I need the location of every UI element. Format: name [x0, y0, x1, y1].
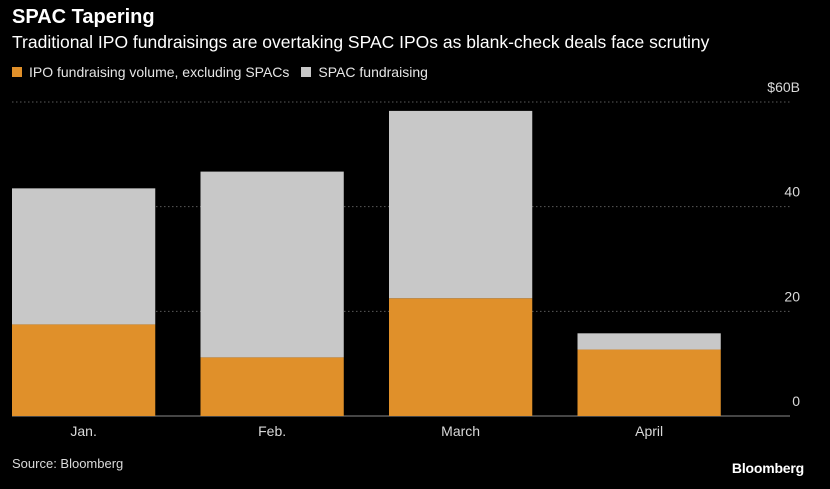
bars [12, 110, 721, 416]
y-tick-label: $60B [767, 79, 800, 95]
y-axis-ticks: 0 20 40 $60B [767, 79, 800, 409]
legend: IPO fundraising volume, excluding SPACs … [12, 64, 440, 80]
x-tick-label: March [441, 423, 480, 439]
legend-label-ipo: IPO fundraising volume, excluding SPACs [29, 64, 290, 80]
x-tick-label: Feb. [258, 423, 286, 439]
bar-ipo [577, 349, 721, 416]
bar-spac [577, 333, 721, 350]
bar-spac [200, 171, 344, 358]
x-axis-ticks: Jan. Feb. March April [70, 423, 663, 439]
chart-title: SPAC Tapering [12, 6, 155, 28]
bar-ipo [12, 324, 156, 416]
bloomberg-logo: Bloomberg [731, 460, 804, 476]
bar-spac [12, 188, 156, 325]
bar-spac [389, 110, 533, 299]
chart-subtitle: Traditional IPO fundraisings are overtak… [12, 32, 710, 52]
bar-ipo [200, 357, 344, 416]
y-tick-label: 40 [784, 184, 800, 200]
bar-ipo [389, 298, 533, 416]
legend-label-spac: SPAC fundraising [318, 64, 428, 80]
legend-swatch-ipo [12, 67, 22, 77]
y-tick-label: 20 [784, 288, 800, 304]
source-note: Source: Bloomberg [12, 456, 124, 471]
legend-item-ipo: IPO fundraising volume, excluding SPACs [12, 64, 289, 80]
legend-item-spac: SPAC fundraising [301, 64, 428, 80]
y-tick-label: 0 [792, 393, 800, 409]
x-tick-label: Jan. [70, 423, 96, 439]
legend-swatch-spac [301, 67, 312, 77]
x-tick-label: April [635, 423, 663, 439]
